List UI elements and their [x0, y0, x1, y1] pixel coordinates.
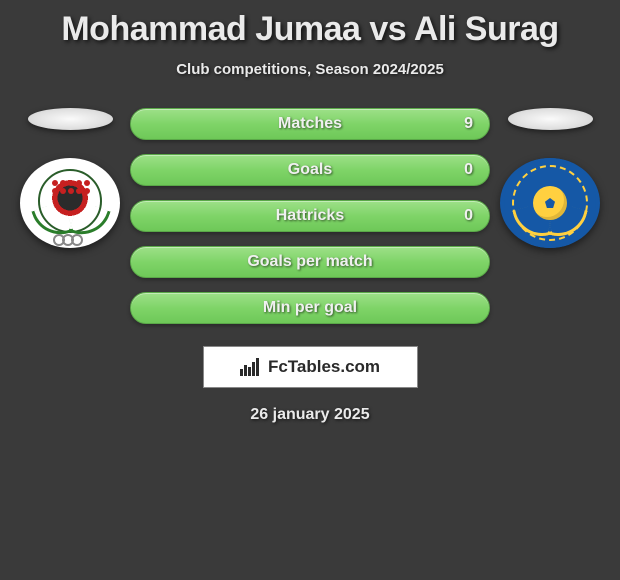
- stats-column: Matches 9 Goals 0 Hattricks 0 Goals per …: [130, 108, 490, 324]
- left-player-column: [10, 108, 130, 248]
- stat-row-hattricks: Hattricks 0: [130, 200, 490, 232]
- stat-value: 9: [464, 115, 473, 133]
- left-club-badge: [20, 158, 120, 248]
- date-text: 26 january 2025: [0, 406, 620, 424]
- stat-value: 0: [464, 161, 473, 179]
- stat-label: Goals per match: [247, 253, 372, 271]
- right-player-column: [490, 108, 610, 248]
- stats-area: Matches 9 Goals 0 Hattricks 0 Goals per …: [0, 108, 620, 324]
- stat-row-matches: Matches 9: [130, 108, 490, 140]
- left-club-crest-icon: [30, 166, 110, 240]
- bar-chart-icon: [240, 358, 262, 376]
- right-club-badge: [500, 158, 600, 248]
- stat-row-goals: Goals 0: [130, 154, 490, 186]
- stat-row-goals-per-match: Goals per match: [130, 246, 490, 278]
- stat-label: Goals: [288, 161, 332, 179]
- right-club-crest-icon: [504, 158, 596, 248]
- stat-value: 0: [464, 207, 473, 225]
- subtitle: Club competitions, Season 2024/2025: [0, 61, 620, 78]
- stat-label: Matches: [278, 115, 342, 133]
- left-oval-icon: [28, 108, 113, 130]
- right-oval-icon: [508, 108, 593, 130]
- infographic-container: Mohammad Jumaa vs Ali Surag Club competi…: [0, 0, 620, 424]
- stat-label: Min per goal: [263, 299, 357, 317]
- stat-row-min-per-goal: Min per goal: [130, 292, 490, 324]
- stat-label: Hattricks: [276, 207, 344, 225]
- page-title: Mohammad Jumaa vs Ali Surag: [0, 10, 620, 49]
- brand-text: FcTables.com: [268, 357, 380, 377]
- brand-box: FcTables.com: [203, 346, 418, 388]
